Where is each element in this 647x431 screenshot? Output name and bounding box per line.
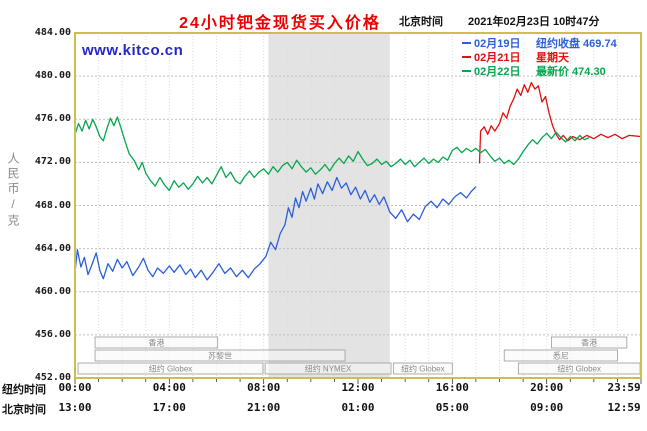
legend-date: 02月22日 <box>474 66 521 78</box>
y-tick-label: 456.00 <box>34 328 71 340</box>
session-label: 纽约 Globex <box>557 364 601 374</box>
session-label: 纽约 Globex <box>401 364 445 374</box>
session-label: 纽约 NYMEX <box>305 364 352 374</box>
session-label: 苏黎世 <box>208 351 232 361</box>
session-box <box>94 336 219 349</box>
green-series-marker-icon <box>462 70 471 72</box>
legend-item-feb21: 02月21日 星期天 <box>462 50 617 64</box>
x-tick-label: 05:00 <box>435 401 469 414</box>
session-box <box>94 349 346 362</box>
x-tick-label: 04:00 <box>152 381 186 394</box>
x-tick-label: 17:00 <box>152 401 186 414</box>
series-line-0 <box>74 176 477 281</box>
legend-item-feb22: 02月22日 最新价 474.30 <box>462 64 617 78</box>
red-series-marker-icon <box>462 56 471 58</box>
legend-desc: 纽约收盘 469.74 <box>536 38 617 50</box>
x-tick-label: 21:00 <box>247 401 281 414</box>
x-tick-label: 12:59 <box>607 401 641 414</box>
session-label: 悉尼 <box>553 351 569 361</box>
y-tick-label: 460.00 <box>34 285 71 297</box>
session-label: 纽约 Globex <box>149 364 193 374</box>
legend-date: 02月19日 <box>474 38 521 50</box>
x-tick-label: 08:00 <box>247 381 281 394</box>
x-tick-label: 01:00 <box>341 401 375 414</box>
beijing-time-label: 北京时间 <box>399 16 443 28</box>
y-axis-title: 人民币/克 <box>6 152 20 229</box>
legend-item-feb19: 02月19日 纽约收盘 469.74 <box>462 36 617 50</box>
legend-desc: 星期天 <box>536 52 569 64</box>
session-box <box>550 336 628 349</box>
x-tick-label: 12:00 <box>341 381 375 394</box>
ny-time-row-label: 纽约时间 <box>2 384 46 396</box>
y-tick-label: 476.00 <box>34 113 71 125</box>
bj-time-row-label: 北京时间 <box>2 404 46 416</box>
legend-desc: 最新价 474.30 <box>536 66 606 78</box>
series-line-1 <box>478 81 641 164</box>
kitco-watermark-link[interactable]: www.kitco.cn <box>82 42 184 59</box>
current-timestamp: 2021年02月23日 10时47分 <box>468 16 600 28</box>
legend: 02月19日 纽约收盘 469.74 02月21日 星期天 02月22日 最新价… <box>462 36 617 78</box>
y-tick-label: 452.00 <box>34 372 71 383</box>
chart-frame <box>74 32 642 379</box>
x-tick-label: 13:00 <box>58 401 92 414</box>
x-tick-label: 20:00 <box>530 381 564 394</box>
y-tick-label: 480.00 <box>34 70 71 82</box>
session-box <box>77 362 264 375</box>
session-label: 香港 <box>581 338 597 348</box>
session-box <box>264 362 392 375</box>
x-tick-label: 00:00 <box>58 381 92 394</box>
y-tick-label: 464.00 <box>34 242 71 254</box>
y-tick-label: 472.00 <box>34 156 71 168</box>
x-tick-label: 09:00 <box>530 401 564 414</box>
x-tick-label: 16:00 <box>435 381 469 394</box>
session-box <box>392 362 453 375</box>
y-tick-label: 484.00 <box>34 27 71 38</box>
page-title: 24小时钯金现货买入价格 <box>179 15 381 32</box>
y-tick-label: 468.00 <box>34 199 71 211</box>
series-line-2 <box>74 116 590 192</box>
legend-date: 02月21日 <box>474 52 521 64</box>
session-label: 香港 <box>148 338 164 348</box>
session-box <box>503 349 618 362</box>
blue-series-marker-icon <box>462 42 471 44</box>
x-tick-label: 23:59 <box>607 381 641 394</box>
